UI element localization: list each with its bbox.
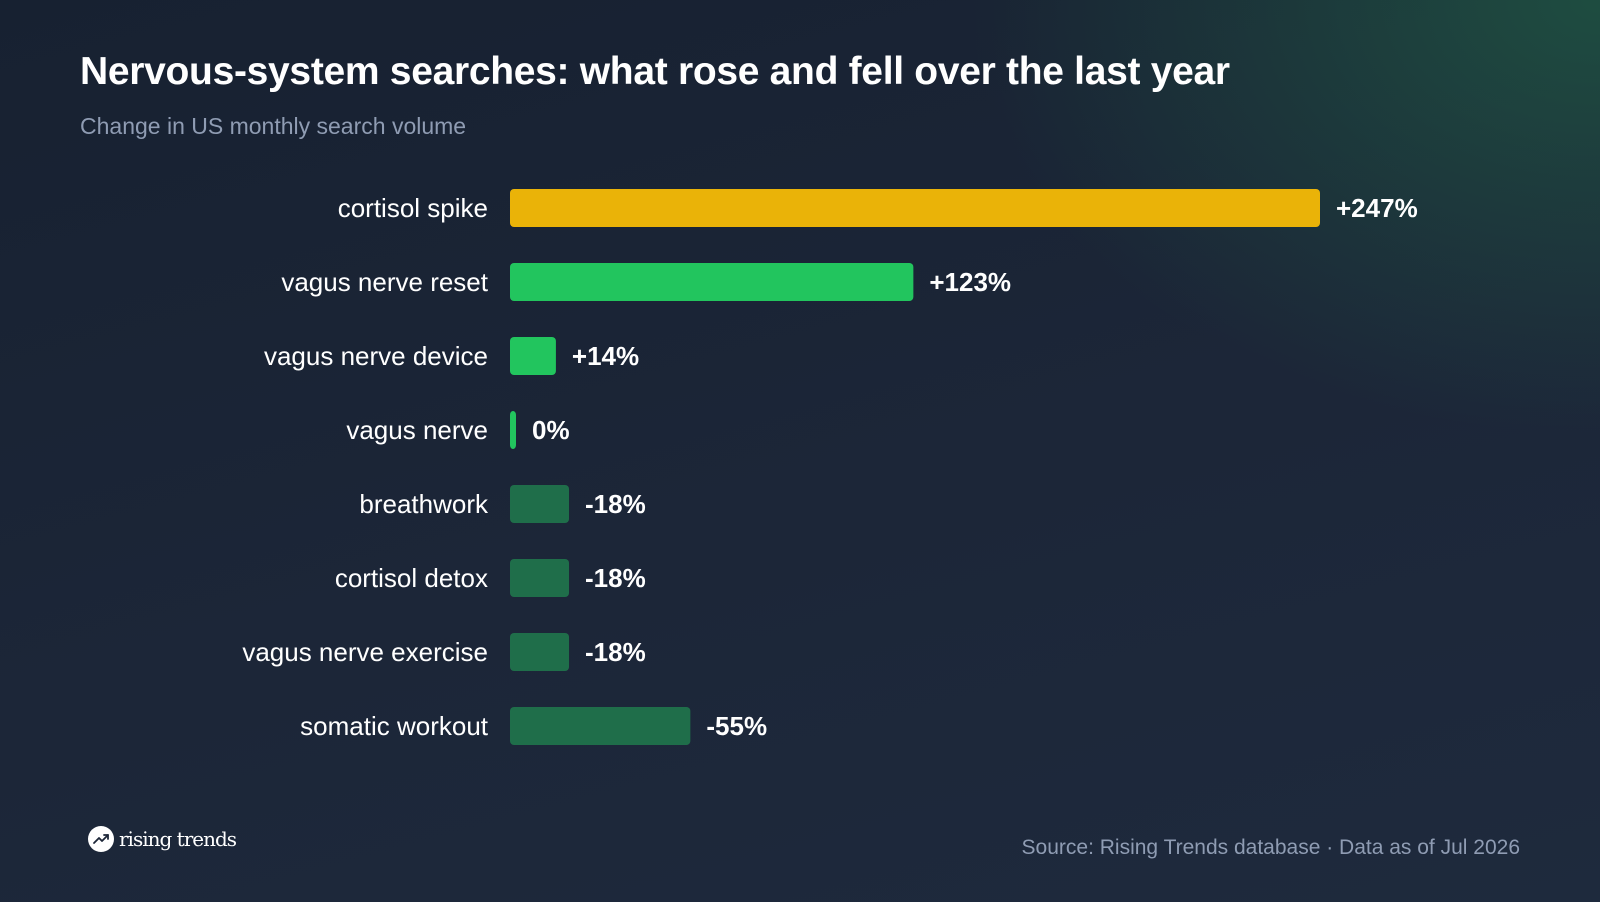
bar (510, 263, 914, 301)
value-label: -18% (585, 563, 646, 593)
category-label: vagus nerve (346, 415, 488, 445)
bar (510, 707, 691, 745)
category-label: cortisol detox (335, 563, 488, 593)
value-label: +247% (1336, 193, 1418, 223)
category-label: vagus nerve exercise (242, 637, 488, 667)
bar (510, 485, 570, 523)
value-label: -55% (706, 711, 767, 741)
chart-title: Nervous-system searches: what rose and f… (80, 50, 1230, 93)
category-label: breathwork (359, 489, 489, 519)
chart-subtitle: Change in US monthly search volume (80, 113, 467, 139)
brand-name: rising trends (119, 827, 237, 851)
value-label: -18% (585, 489, 646, 519)
category-label: somatic workout (300, 711, 489, 741)
bar (510, 559, 570, 597)
value-label: 0% (532, 415, 570, 445)
value-label: +123% (929, 267, 1011, 297)
bar (510, 189, 1320, 227)
value-label: +14% (572, 341, 639, 371)
bar (510, 337, 556, 375)
category-label: cortisol spike (338, 193, 488, 223)
bar (510, 633, 570, 671)
trending-up-icon (88, 826, 114, 852)
source-note: Source: Rising Trends database · Data as… (1021, 836, 1520, 859)
value-label: -18% (585, 637, 646, 667)
category-label: vagus nerve device (264, 341, 488, 371)
category-label: vagus nerve reset (281, 267, 488, 297)
bar (510, 411, 516, 449)
brand-logo: rising trends (88, 826, 237, 852)
